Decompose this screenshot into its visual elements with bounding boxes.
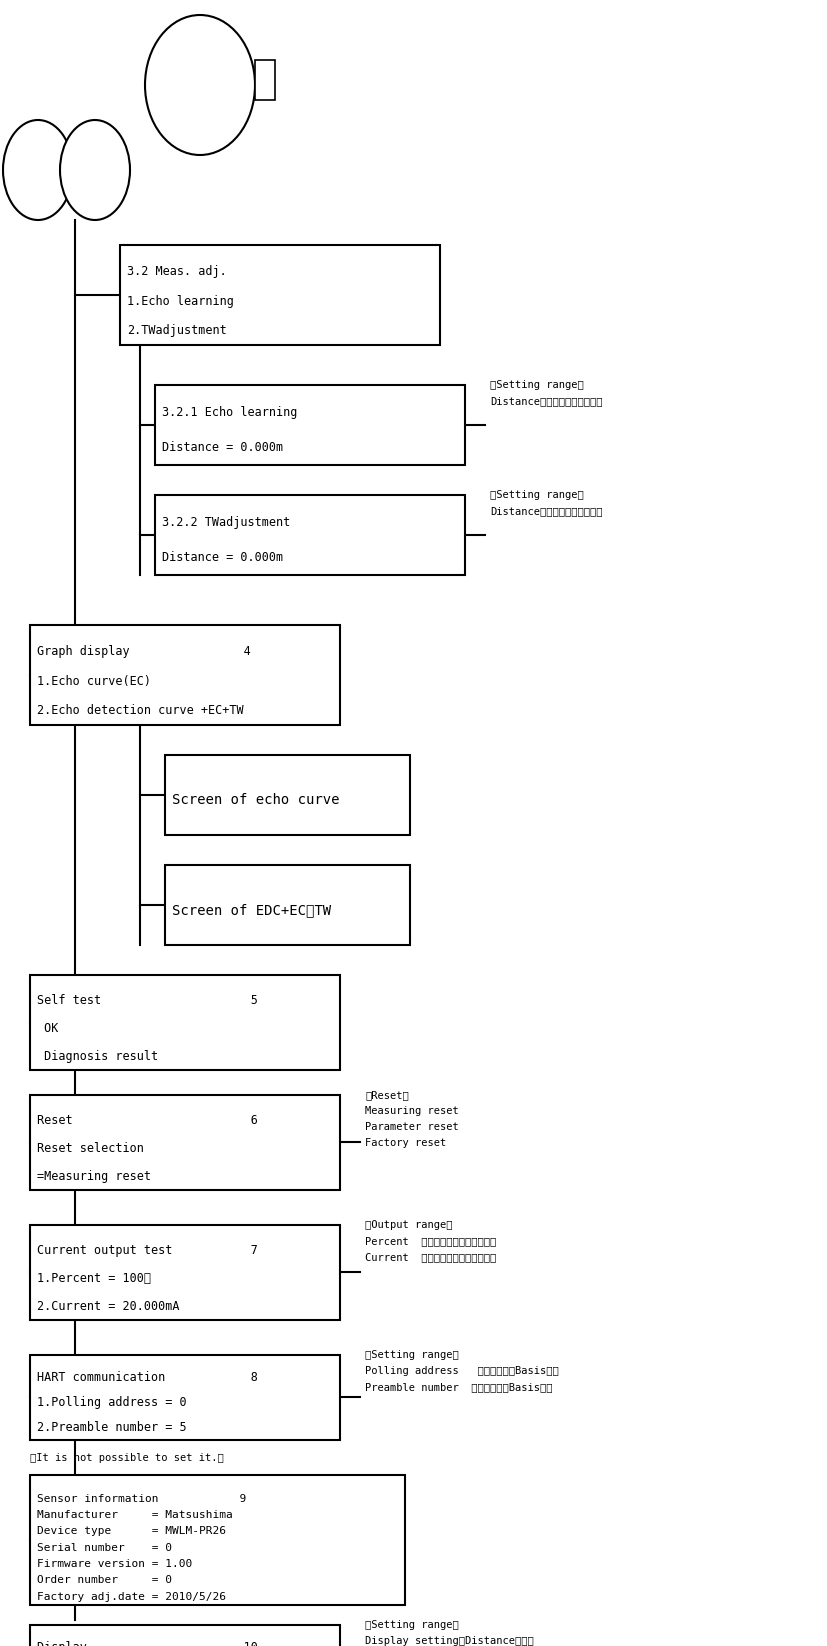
Text: 2.TWadjustment: 2.TWadjustment bbox=[127, 324, 227, 337]
Text: OK: OK bbox=[37, 1022, 59, 1035]
Text: Screen of echo curve: Screen of echo curve bbox=[172, 793, 339, 807]
Bar bbox=[155, 385, 465, 466]
Text: Preamble number  　　　　　　Basis: Preamble number Basis bbox=[365, 1383, 552, 1393]
Text: 2.Preamble number = 5: 2.Preamble number = 5 bbox=[37, 1420, 186, 1434]
Bar bbox=[165, 756, 409, 835]
Text: Distance = 0.000m: Distance = 0.000m bbox=[162, 441, 283, 454]
Text: 【Setting range】: 【Setting range】 bbox=[365, 1350, 458, 1360]
Text: 【Setting range】: 【Setting range】 bbox=[365, 1620, 458, 1630]
Text: Percent: Percent bbox=[365, 1236, 495, 1246]
Text: Device type      = MWLM-PR26: Device type = MWLM-PR26 bbox=[37, 1526, 226, 1536]
Bar bbox=[30, 1475, 404, 1605]
Text: HART communication            8: HART communication 8 bbox=[37, 1371, 257, 1384]
Bar bbox=[120, 245, 439, 346]
Text: Parameter reset: Parameter reset bbox=[365, 1123, 458, 1132]
Text: Measuring reset: Measuring reset bbox=[365, 1106, 458, 1116]
Text: Distance = 0.000m: Distance = 0.000m bbox=[162, 551, 283, 565]
Text: Self test                     5: Self test 5 bbox=[37, 994, 257, 1007]
Bar bbox=[30, 625, 340, 724]
Bar bbox=[155, 495, 465, 574]
Text: 【It is not possible to set it.】: 【It is not possible to set it.】 bbox=[30, 1453, 223, 1463]
Text: 【Setting range】: 【Setting range】 bbox=[490, 380, 583, 390]
Bar bbox=[30, 1355, 340, 1440]
Text: Order number     = 0: Order number = 0 bbox=[37, 1575, 172, 1585]
Bar bbox=[30, 1225, 340, 1320]
Text: 【Setting range】: 【Setting range】 bbox=[490, 491, 583, 500]
Text: Current: Current bbox=[365, 1253, 495, 1262]
Text: 1.Percent = 100％: 1.Percent = 100％ bbox=[37, 1272, 151, 1284]
Text: 2.Current = 20.000mA: 2.Current = 20.000mA bbox=[37, 1300, 179, 1312]
Text: 2.Echo detection curve +EC+TW: 2.Echo detection curve +EC+TW bbox=[37, 704, 243, 718]
Text: Firmware version = 1.00: Firmware version = 1.00 bbox=[37, 1559, 192, 1569]
Text: 3.2 Meas. adj.: 3.2 Meas. adj. bbox=[127, 265, 227, 278]
Text: Display                      10: Display 10 bbox=[37, 1641, 257, 1646]
Text: 3.2.1 Echo learning: 3.2.1 Echo learning bbox=[162, 405, 297, 418]
Text: Current output test           7: Current output test 7 bbox=[37, 1244, 257, 1258]
Text: 1.Echo learning: 1.Echo learning bbox=[127, 295, 233, 308]
Text: Screen of EDC+EC＋TW: Screen of EDC+EC＋TW bbox=[172, 902, 331, 917]
Text: =Measuring reset: =Measuring reset bbox=[37, 1170, 151, 1182]
Text: Reset selection: Reset selection bbox=[37, 1142, 144, 1155]
Text: Reset                         6: Reset 6 bbox=[37, 1114, 257, 1128]
Bar bbox=[30, 1625, 340, 1646]
Bar bbox=[30, 974, 340, 1070]
Text: Diagnosis result: Diagnosis result bbox=[37, 1050, 158, 1063]
Ellipse shape bbox=[3, 120, 73, 221]
Bar bbox=[255, 59, 275, 100]
Text: Polling address   　　　　　　Basis: Polling address Basis bbox=[365, 1366, 558, 1376]
Text: 【Reset】: 【Reset】 bbox=[365, 1090, 409, 1100]
Ellipse shape bbox=[60, 120, 130, 221]
Text: Factory adj.date = 2010/5/26: Factory adj.date = 2010/5/26 bbox=[37, 1592, 226, 1602]
Ellipse shape bbox=[145, 15, 255, 155]
Text: Display setting＝Distance（ｍ）: Display setting＝Distance（ｍ） bbox=[365, 1636, 533, 1646]
Bar bbox=[165, 866, 409, 945]
Text: Manufacturer     = Matsushima: Manufacturer = Matsushima bbox=[37, 1509, 232, 1521]
Text: Graph display                4: Graph display 4 bbox=[37, 645, 251, 658]
Text: 1.Echo curve(EC): 1.Echo curve(EC) bbox=[37, 675, 151, 688]
Text: 【Output range】: 【Output range】 bbox=[365, 1220, 452, 1230]
Text: Serial number    = 0: Serial number = 0 bbox=[37, 1542, 172, 1552]
Text: Distance＝０～７０．０００ｍ: Distance＝０～７０．０００ｍ bbox=[490, 397, 602, 407]
Text: 3.2.2 TWadjustment: 3.2.2 TWadjustment bbox=[162, 515, 290, 528]
Text: Sensor information            9: Sensor information 9 bbox=[37, 1495, 246, 1504]
Text: 1.Polling address = 0: 1.Polling address = 0 bbox=[37, 1396, 186, 1409]
Text: Factory reset: Factory reset bbox=[365, 1137, 446, 1147]
Text: Distance＝０～７０．０００ｍ: Distance＝０～７０．０００ｍ bbox=[490, 505, 602, 515]
Bar bbox=[30, 1095, 340, 1190]
